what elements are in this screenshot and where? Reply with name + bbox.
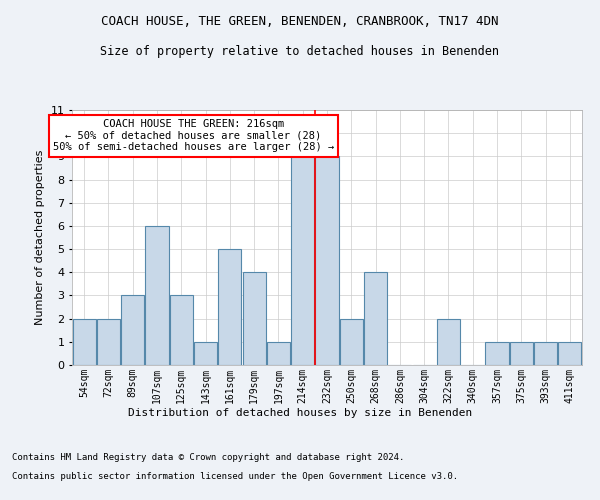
Text: Size of property relative to detached houses in Benenden: Size of property relative to detached ho… <box>101 45 499 58</box>
Text: COACH HOUSE THE GREEN: 216sqm
← 50% of detached houses are smaller (28)
50% of s: COACH HOUSE THE GREEN: 216sqm ← 50% of d… <box>53 120 334 152</box>
Bar <box>97 318 120 365</box>
Text: Contains public sector information licensed under the Open Government Licence v3: Contains public sector information licen… <box>12 472 458 481</box>
Y-axis label: Number of detached properties: Number of detached properties <box>35 150 45 325</box>
Bar <box>291 156 314 365</box>
Bar <box>194 342 217 365</box>
Text: Distribution of detached houses by size in Benenden: Distribution of detached houses by size … <box>128 408 472 418</box>
Bar <box>267 342 290 365</box>
Bar <box>121 296 144 365</box>
Text: COACH HOUSE, THE GREEN, BENENDEN, CRANBROOK, TN17 4DN: COACH HOUSE, THE GREEN, BENENDEN, CRANBR… <box>101 15 499 28</box>
Bar <box>485 342 509 365</box>
Bar <box>534 342 557 365</box>
Bar <box>340 318 363 365</box>
Bar <box>510 342 533 365</box>
Bar <box>170 296 193 365</box>
Bar <box>73 318 95 365</box>
Bar <box>559 342 581 365</box>
Bar <box>316 156 338 365</box>
Bar <box>145 226 169 365</box>
Bar <box>242 272 266 365</box>
Bar <box>437 318 460 365</box>
Bar <box>218 249 241 365</box>
Bar <box>364 272 387 365</box>
Text: Contains HM Land Registry data © Crown copyright and database right 2024.: Contains HM Land Registry data © Crown c… <box>12 454 404 462</box>
